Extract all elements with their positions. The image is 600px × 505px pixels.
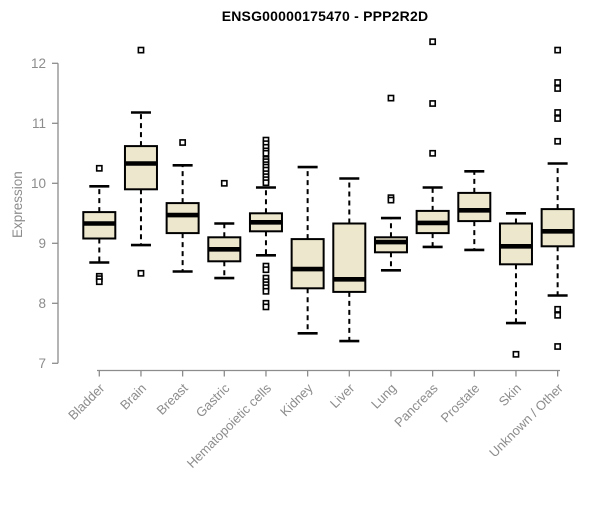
outlier-point bbox=[554, 137, 562, 145]
x-category-label: Lung bbox=[368, 381, 399, 412]
outlier-point bbox=[220, 179, 228, 187]
x-category-label: Pancreas bbox=[391, 380, 441, 430]
outlier-point bbox=[554, 79, 562, 86]
box-unknown-other bbox=[540, 46, 575, 350]
outlier-point bbox=[429, 149, 437, 157]
x-category-label: Skin bbox=[496, 381, 524, 409]
x-category-label: Bladder bbox=[65, 380, 108, 423]
x-category-label: Prostate bbox=[438, 381, 483, 426]
outlier-point bbox=[262, 149, 270, 157]
box-skin bbox=[498, 212, 533, 358]
box-prostate bbox=[457, 170, 492, 252]
iqr-box bbox=[457, 191, 492, 223]
outlier-point bbox=[137, 269, 145, 277]
box-gastric bbox=[207, 179, 242, 280]
box-hematopoietic-cells bbox=[248, 136, 283, 311]
x-category-label: Liver bbox=[327, 380, 358, 411]
outlier-point bbox=[95, 164, 103, 172]
iqr-box bbox=[540, 208, 575, 248]
outlier-point bbox=[554, 343, 562, 350]
outlier-point bbox=[554, 305, 562, 313]
outlier-point bbox=[554, 85, 562, 92]
outlier-point bbox=[429, 38, 437, 46]
outlier-point bbox=[387, 196, 395, 204]
x-category-label: Breast bbox=[154, 380, 191, 417]
outlier-point bbox=[554, 311, 562, 319]
outlier-point bbox=[512, 350, 520, 358]
x-category-label: Kidney bbox=[277, 380, 316, 419]
outlier-point bbox=[95, 278, 103, 286]
outlier-point bbox=[262, 179, 270, 187]
y-axis-label: Expression bbox=[10, 171, 25, 238]
x-category-label: Gastric bbox=[193, 380, 233, 420]
outlier-point bbox=[137, 46, 145, 54]
outlier-point bbox=[554, 46, 562, 54]
box-kidney bbox=[290, 165, 325, 335]
box-lung bbox=[373, 94, 408, 272]
y-tick-label: 10 bbox=[31, 176, 46, 191]
iqr-box bbox=[290, 238, 325, 290]
x-category-label: Unknown / Other bbox=[486, 380, 566, 460]
y-tick-label: 11 bbox=[32, 116, 46, 131]
iqr-box bbox=[373, 236, 408, 254]
outlier-point bbox=[262, 303, 270, 311]
outlier-point bbox=[179, 139, 187, 146]
iqr-box bbox=[332, 222, 367, 293]
box-breast bbox=[165, 139, 200, 273]
iqr-box bbox=[498, 222, 533, 266]
outlier-point bbox=[554, 109, 562, 116]
chart-title: ENSG00000175470 - PPP2R2D bbox=[221, 8, 429, 24]
outlier-point bbox=[262, 287, 270, 295]
iqr-box bbox=[165, 202, 200, 235]
x-category-label: Brain bbox=[117, 381, 149, 413]
iqr-box bbox=[123, 145, 158, 191]
y-tick-label: 12 bbox=[31, 56, 46, 71]
y-tick-label: 9 bbox=[38, 236, 46, 251]
outlier-point bbox=[262, 266, 270, 274]
y-tick-label: 7 bbox=[38, 356, 46, 371]
box-bladder bbox=[82, 164, 117, 286]
box-liver bbox=[332, 177, 367, 343]
outlier-point bbox=[429, 100, 437, 107]
y-tick-label: 8 bbox=[38, 296, 46, 311]
outlier-point bbox=[387, 94, 395, 102]
box-brain bbox=[123, 46, 158, 277]
outlier-point bbox=[554, 115, 562, 122]
box-pancreas bbox=[415, 38, 450, 249]
